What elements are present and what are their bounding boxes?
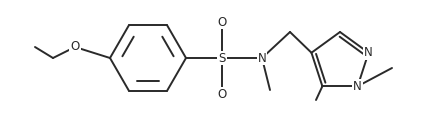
Text: S: S [218, 51, 226, 64]
Text: O: O [71, 40, 79, 53]
Text: N: N [364, 46, 373, 59]
Text: N: N [353, 80, 362, 93]
Text: N: N [258, 51, 266, 64]
Text: O: O [217, 15, 227, 29]
Text: O: O [217, 88, 227, 101]
